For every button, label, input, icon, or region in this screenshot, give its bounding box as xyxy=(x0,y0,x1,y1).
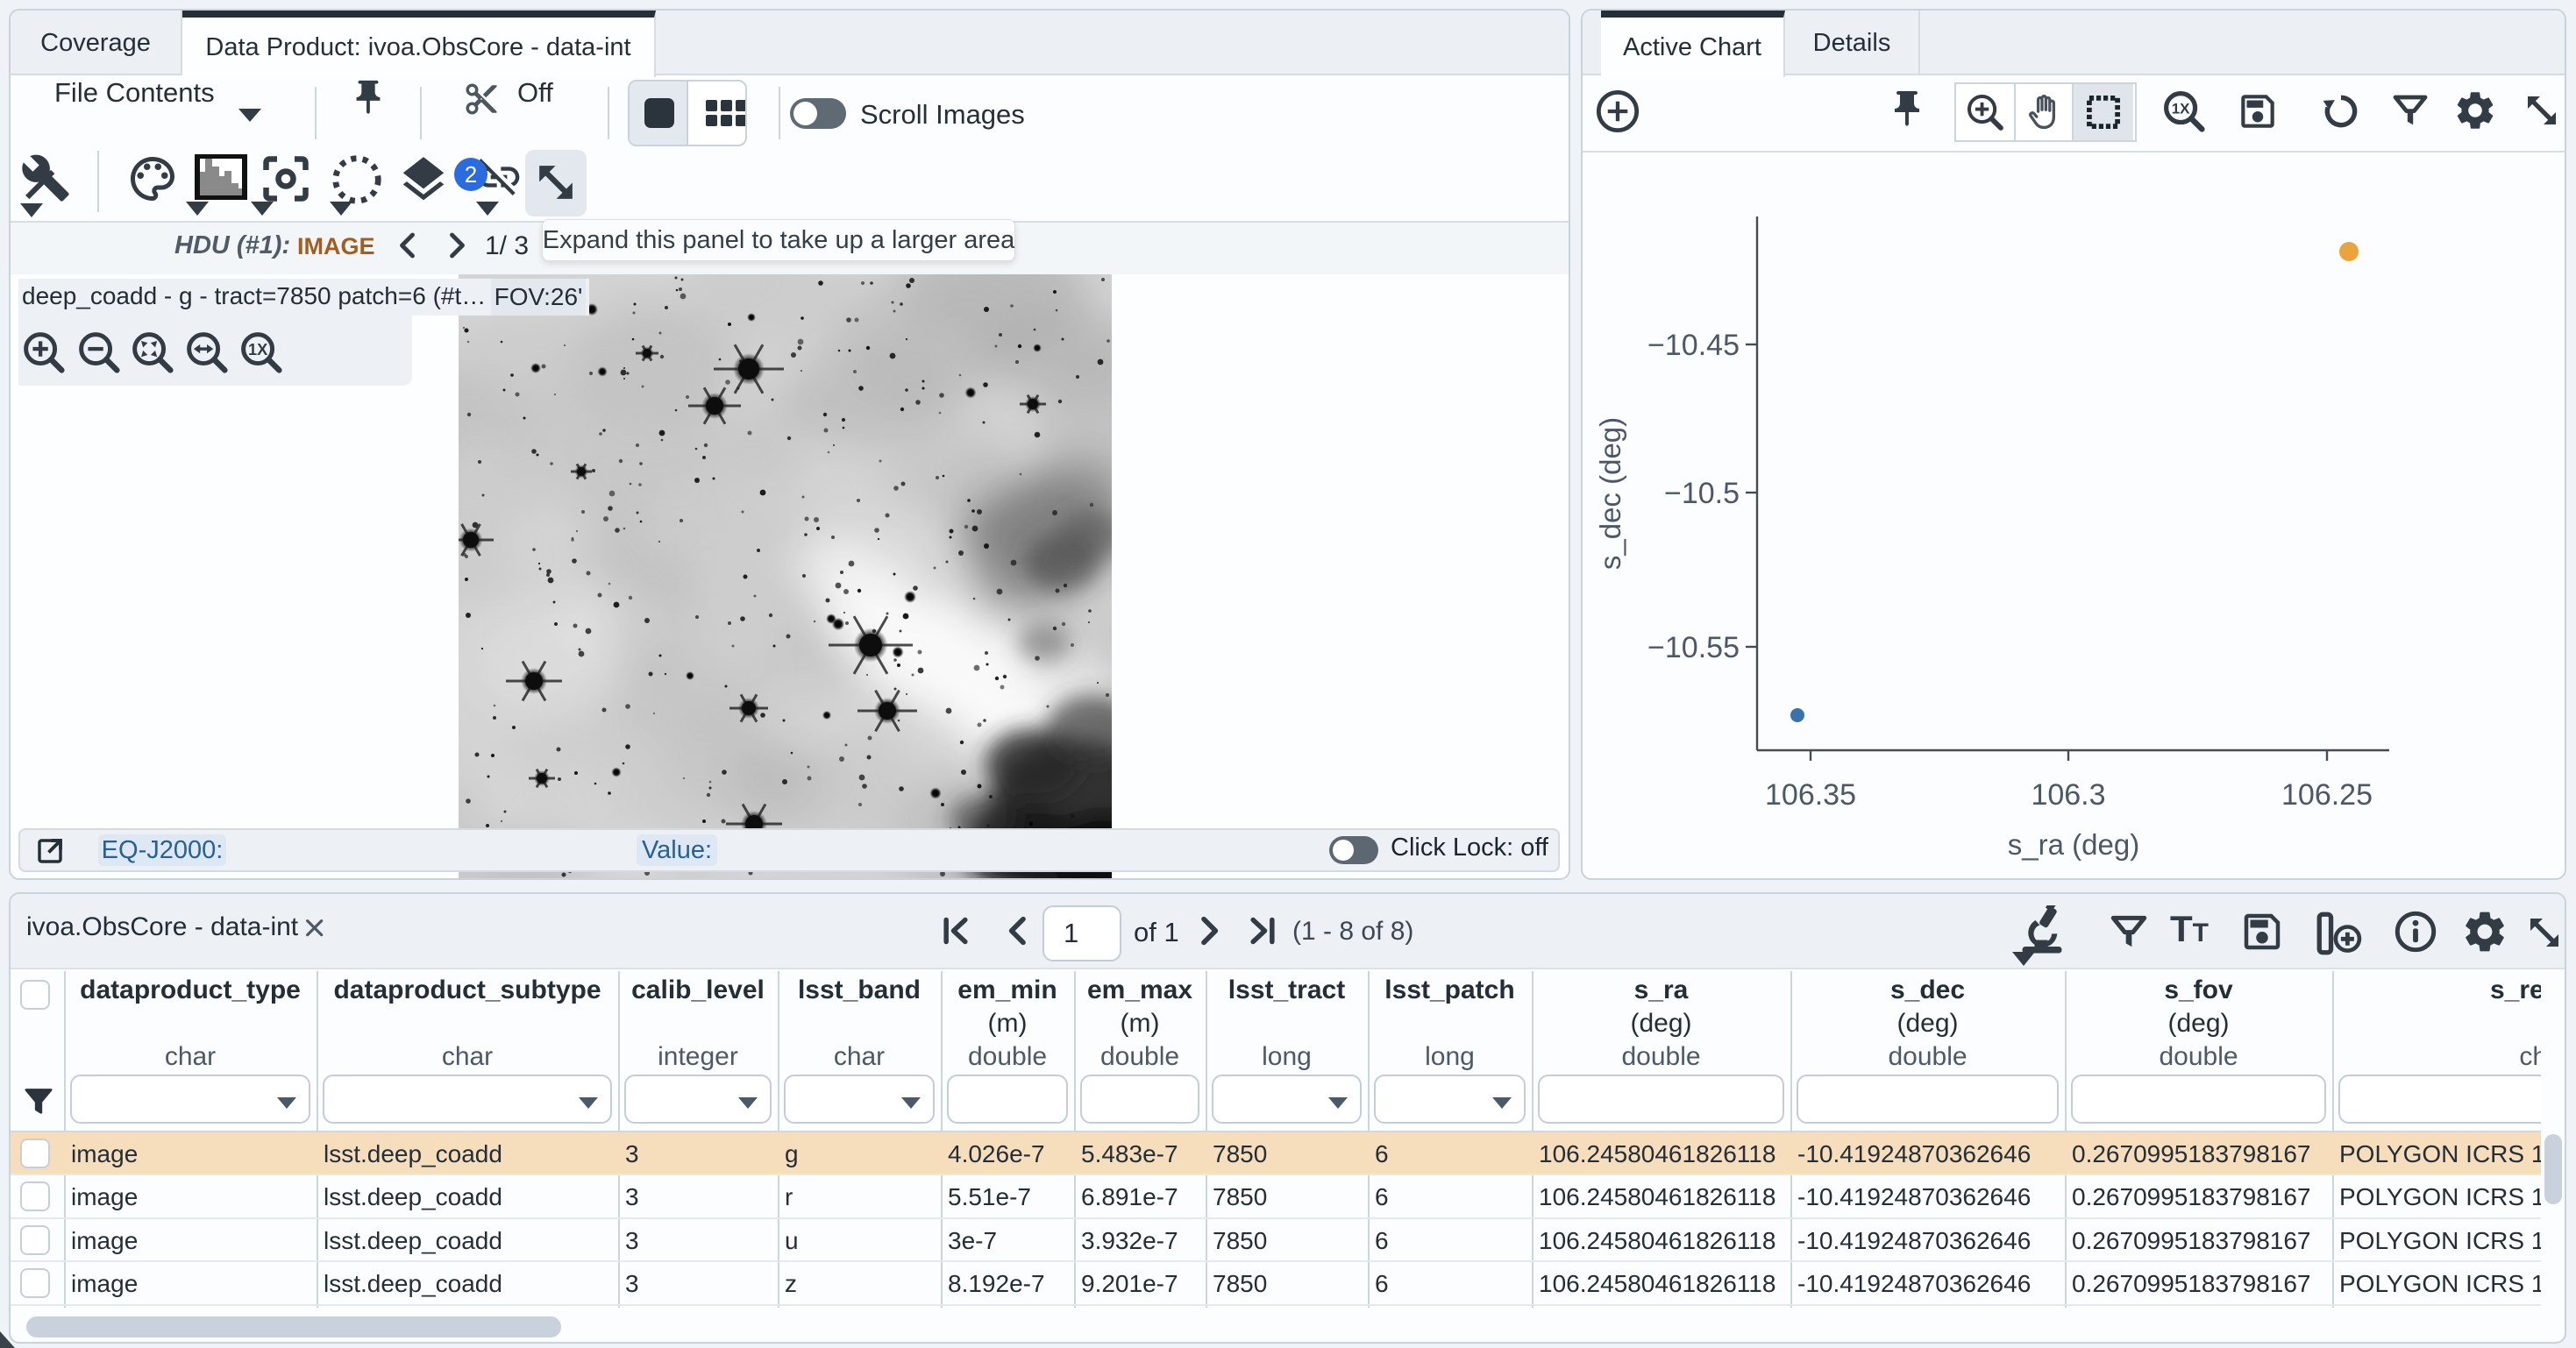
svg-text:−10.55: −10.55 xyxy=(1647,631,1740,664)
svg-text:s_ra (deg): s_ra (deg) xyxy=(2008,828,2139,861)
svg-text:106.25: 106.25 xyxy=(2281,778,2373,812)
svg-text:106.35: 106.35 xyxy=(1765,778,1856,812)
svg-text:106.3: 106.3 xyxy=(2031,778,2105,812)
svg-text:−10.5: −10.5 xyxy=(1664,477,1740,510)
svg-text:−10.45: −10.45 xyxy=(1647,329,1740,362)
svg-text:1X: 1X xyxy=(248,341,267,358)
svg-text:s_dec (deg): s_dec (deg) xyxy=(1594,417,1626,570)
svg-text:1X: 1X xyxy=(2172,101,2190,117)
